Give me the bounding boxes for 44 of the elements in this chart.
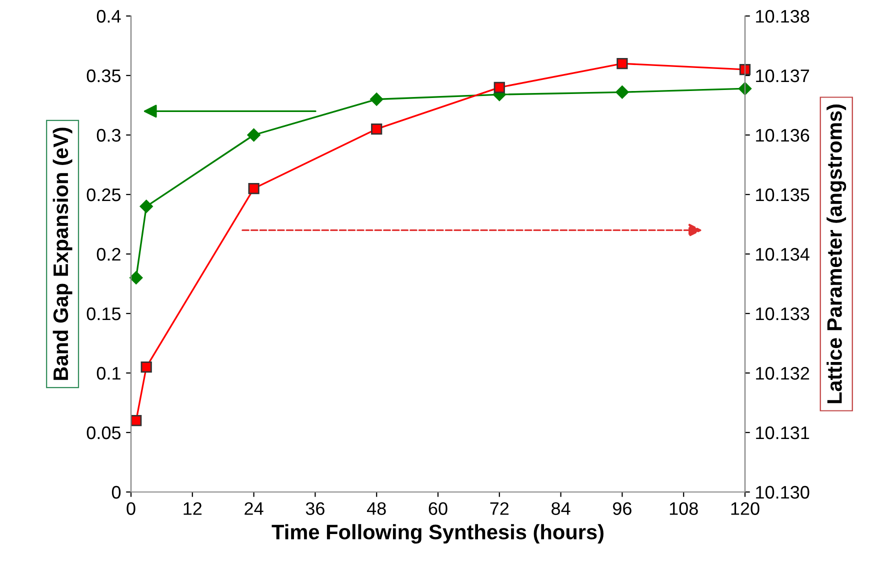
y2-axis-title: Lattice Parameter (angstroms)	[826, 104, 846, 404]
x-tick-label: 12	[184, 502, 202, 515]
x-tick-label: 24	[244, 502, 264, 515]
point	[248, 182, 260, 194]
x-tick-label: 48	[366, 502, 386, 515]
point	[140, 200, 153, 213]
y-tick-label: 0.4	[96, 10, 121, 23]
x-tick-label: 108	[670, 502, 698, 515]
point	[130, 271, 143, 284]
y2-tick-label: 10.136	[756, 128, 810, 142]
point	[739, 64, 751, 76]
y-tick-label: 0.35	[86, 69, 121, 82]
y-tick-label: 0.3	[96, 128, 120, 142]
y-tick-label: 0.2	[96, 248, 120, 261]
x-tick-label: 96	[613, 502, 632, 515]
x-tick-label: 72	[490, 502, 509, 515]
x-tick-label: 120	[731, 502, 760, 515]
y-axis-title: Band Gap Expansion (eV)	[52, 128, 72, 380]
point	[247, 128, 260, 142]
y2-tick-label: 10.134	[756, 248, 810, 261]
point	[371, 123, 382, 135]
point	[140, 361, 152, 373]
y2-tick-label: 10.132	[756, 366, 810, 380]
x-tick-label: 60	[428, 502, 448, 515]
x-tick-label: 36	[306, 502, 324, 515]
y-tick-label: 0.15	[86, 307, 121, 320]
y-tick-label: 0.05	[86, 426, 121, 440]
x-tick-label: 84	[552, 502, 570, 515]
point	[616, 86, 629, 99]
y2-tick-label: 10.131	[756, 426, 810, 440]
x-tick-label: 0	[126, 502, 136, 515]
y2-tick-label: 10.133	[756, 307, 810, 320]
point	[130, 415, 142, 426]
y-tick-label: 0	[112, 486, 121, 499]
y-tick-label: 0.25	[86, 188, 121, 202]
y-tick-label: 0.1	[96, 366, 120, 380]
y2-tick-label: 10.130	[756, 486, 810, 499]
y2-tick-label: 10.137	[756, 69, 810, 82]
point	[370, 92, 384, 106]
point	[616, 58, 628, 70]
x-axis-title: Time Following Synthesis (hours)	[272, 524, 604, 544]
point	[494, 82, 505, 93]
y2-tick-label: 10.135	[756, 188, 810, 202]
y2-tick-label: 10.138	[756, 10, 810, 23]
